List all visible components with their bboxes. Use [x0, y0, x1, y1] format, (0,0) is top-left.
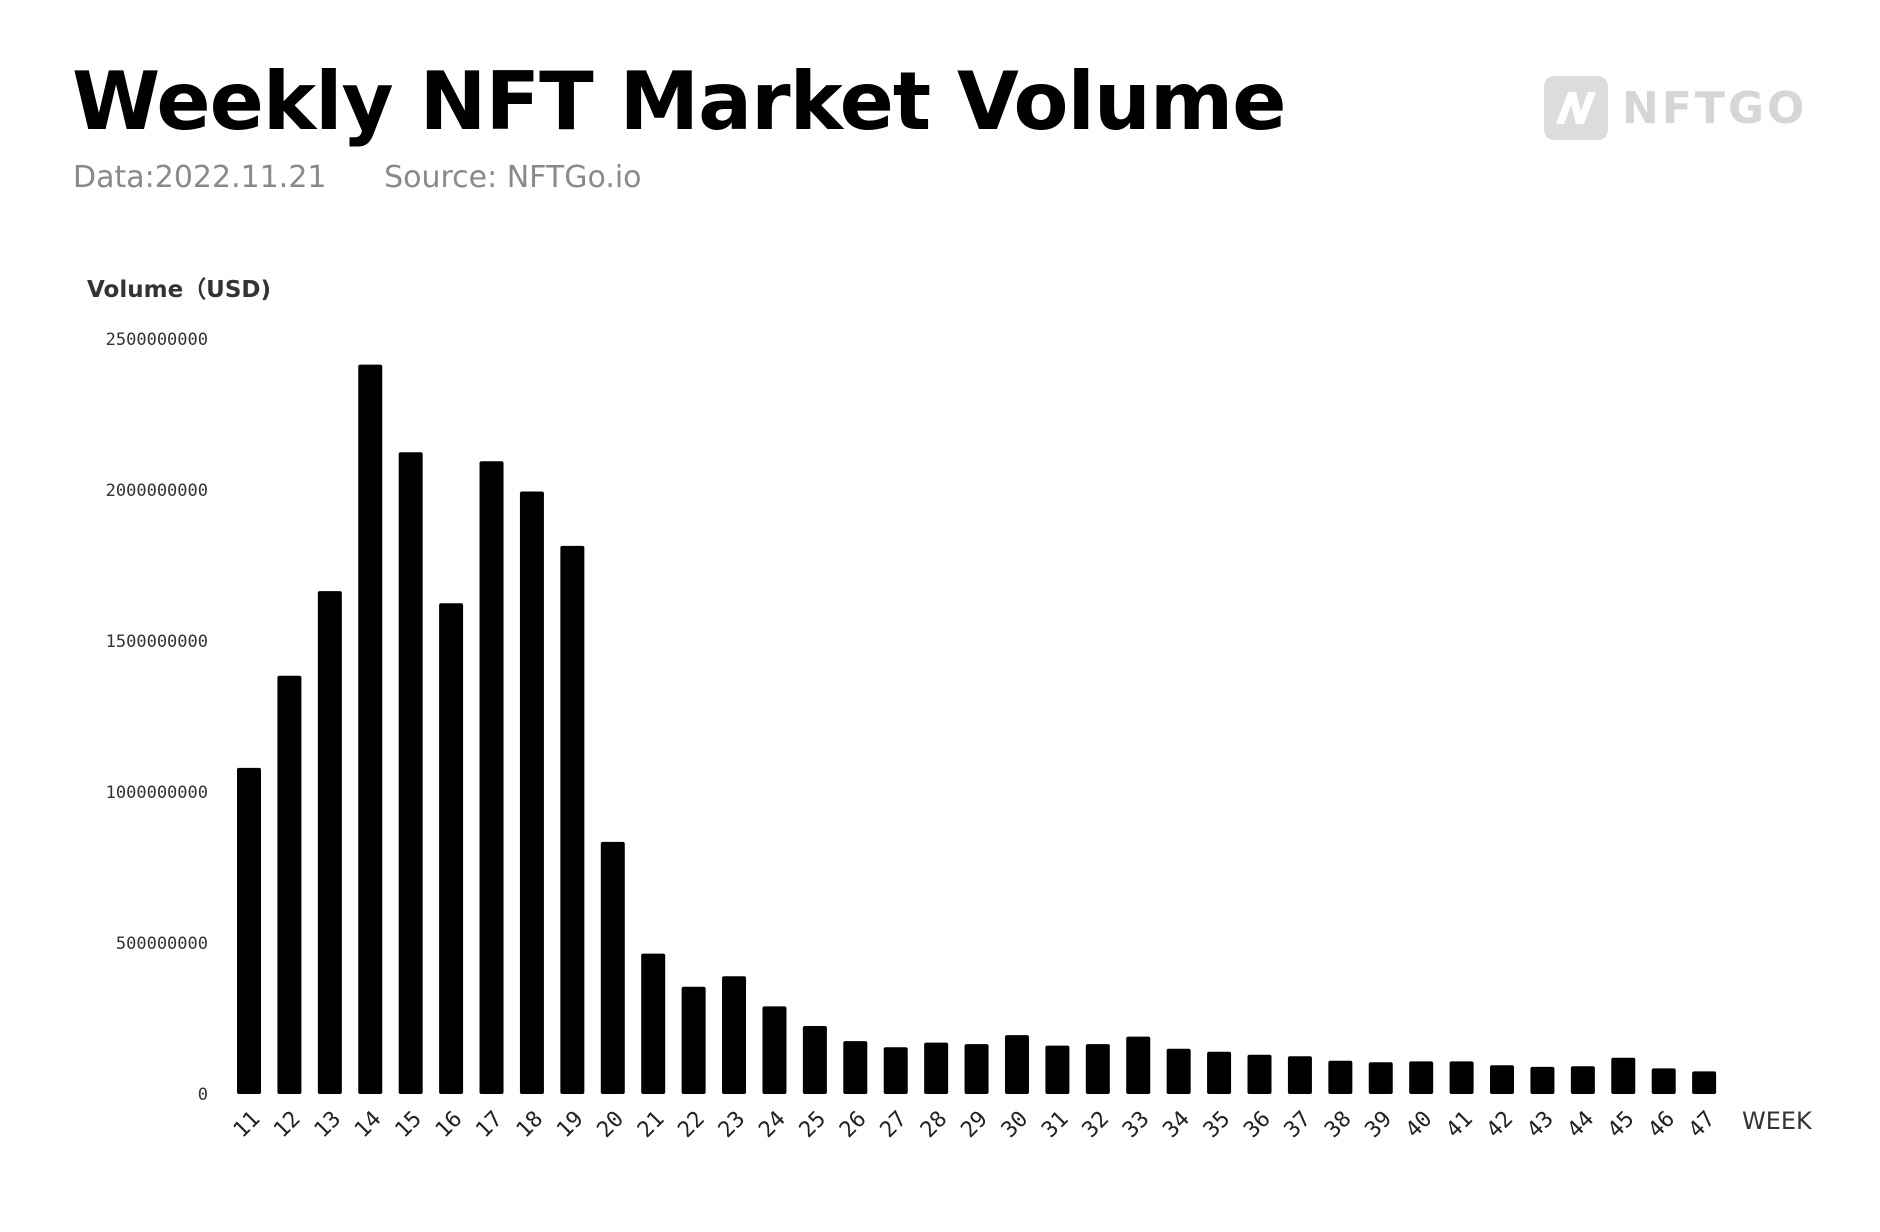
bar-week-34: [1166, 1048, 1191, 1094]
bars: [237, 364, 1717, 1094]
y-axis: 0 500000000 1000000000 1500000000 2000000000…: [106, 330, 208, 1105]
bar-week-31: [1045, 1045, 1070, 1094]
bar-week-22: [681, 986, 706, 1094]
bar-week-36: [1247, 1054, 1272, 1094]
x-tick-label: 21: [633, 1107, 669, 1143]
x-tick-label: 19: [552, 1107, 588, 1143]
y-tick-label: 1500000000: [106, 632, 208, 652]
x-tick-label: 28: [916, 1107, 952, 1143]
bar-week-44: [1570, 1066, 1595, 1094]
bar-week-12: [277, 675, 302, 1094]
chart-title: Weekly NFT Market Volume: [72, 55, 1286, 148]
x-tick-label: 38: [1320, 1107, 1356, 1143]
y-tick-label: 2500000000: [106, 330, 208, 350]
x-tick-label: 42: [1482, 1107, 1518, 1143]
bar-week-11: [237, 767, 261, 1094]
x-tick-label: 43: [1522, 1107, 1558, 1143]
x-tick-label: 40: [1401, 1107, 1437, 1143]
x-tick-label: 36: [1239, 1107, 1275, 1143]
bar-week-47: [1692, 1071, 1717, 1094]
bar-week-25: [802, 1026, 827, 1094]
x-tick-label: 47: [1684, 1107, 1720, 1143]
bar-week-19: [560, 545, 585, 1094]
bar-week-17: [479, 461, 504, 1094]
x-tick-label: 44: [1563, 1107, 1599, 1143]
bar-week-41: [1449, 1061, 1474, 1094]
x-tick-label: 24: [754, 1107, 790, 1143]
x-tick-label: 45: [1603, 1107, 1639, 1143]
bar-week-40: [1409, 1061, 1434, 1094]
x-tick-label: 29: [956, 1107, 992, 1143]
bar-week-43: [1530, 1066, 1555, 1094]
x-tick-label: 32: [1078, 1107, 1114, 1143]
bar-week-26: [843, 1041, 868, 1094]
bar-week-46: [1651, 1068, 1676, 1094]
x-tick-label: 41: [1441, 1107, 1477, 1143]
y-tick-label: 0: [198, 1085, 208, 1105]
x-tick-label: 20: [593, 1107, 629, 1143]
data-date: Data:2022.11.21: [73, 160, 327, 195]
bar-week-23: [722, 976, 747, 1094]
y-tick-label: 1000000000: [106, 783, 208, 803]
x-tick-label: 22: [673, 1107, 709, 1143]
nftgo-logo: NFTGO: [1544, 76, 1807, 140]
chart-meta: Data:2022.11.21 Source: NFTGo.io: [73, 160, 642, 195]
logo-text: NFTGO: [1622, 82, 1808, 134]
bar-week-20: [600, 841, 625, 1094]
x-tick-label: 17: [471, 1107, 507, 1143]
bar-week-35: [1207, 1051, 1232, 1094]
x-tick-label: 37: [1280, 1107, 1316, 1143]
bar-week-38: [1328, 1060, 1353, 1094]
x-tick-label: 11: [229, 1107, 265, 1143]
x-tick-label: 26: [835, 1107, 871, 1143]
bar-week-27: [883, 1047, 908, 1094]
x-tick-label: 46: [1644, 1107, 1680, 1143]
x-tick-label: 35: [1199, 1107, 1235, 1143]
bar-week-33: [1126, 1036, 1151, 1094]
x-tick-label: 30: [997, 1107, 1033, 1143]
bar-week-29: [964, 1044, 989, 1094]
x-tick-label: 25: [795, 1107, 831, 1143]
x-tick-label: 39: [1361, 1107, 1397, 1143]
x-axis-label: WEEK: [1742, 1107, 1813, 1135]
bar-week-21: [641, 953, 666, 1094]
y-axis-label: Volume（USD): [87, 276, 271, 303]
x-tick-label: 18: [512, 1107, 548, 1143]
x-tick-label: 12: [269, 1107, 305, 1143]
x-tick-label: 27: [876, 1107, 912, 1143]
bar-week-32: [1085, 1044, 1110, 1094]
bar-week-18: [519, 491, 544, 1094]
x-axis: 11 12 13 14 15 16 17 18 19 20 21 22 23 24 25 26 27 28 29 30…: [229, 1107, 1721, 1143]
nftgo-logo-icon: [1544, 76, 1608, 140]
x-tick-label: 33: [1118, 1107, 1154, 1143]
bar-week-30: [1004, 1035, 1029, 1094]
bar-week-16: [439, 603, 464, 1094]
bar-week-45: [1611, 1057, 1636, 1094]
bar-week-13: [317, 591, 342, 1094]
y-tick-label: 500000000: [116, 934, 208, 954]
bar-week-24: [762, 1006, 787, 1094]
bar-week-28: [924, 1042, 949, 1094]
x-tick-label: 34: [1158, 1107, 1194, 1143]
bar-week-37: [1287, 1056, 1312, 1094]
bar-week-42: [1490, 1065, 1515, 1094]
y-tick-label: 2000000000: [106, 481, 208, 501]
x-tick-label: 15: [391, 1107, 427, 1143]
x-tick-label: 13: [310, 1107, 346, 1143]
x-tick-label: 31: [1037, 1107, 1073, 1143]
x-tick-label: 16: [431, 1107, 467, 1143]
bar-week-39: [1368, 1062, 1393, 1094]
bar-week-14: [358, 364, 383, 1094]
x-tick-label: 14: [350, 1107, 386, 1143]
x-tick-label: 23: [714, 1107, 750, 1143]
data-source: Source: NFTGo.io: [384, 160, 642, 195]
bar-week-15: [398, 452, 423, 1094]
